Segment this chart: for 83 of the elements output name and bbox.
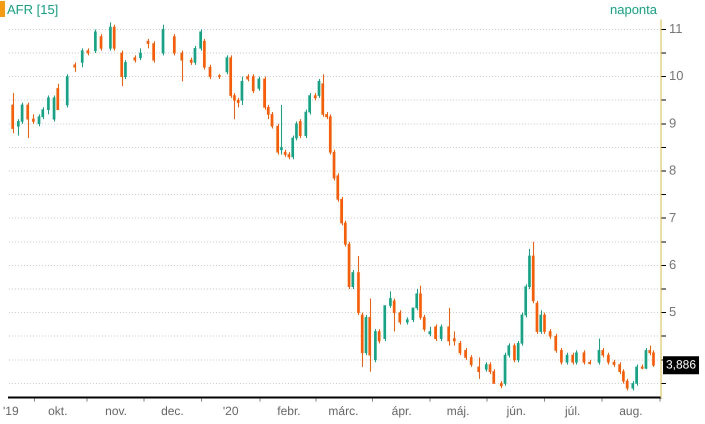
candlestick (554, 333, 558, 354)
candlestick (26, 102, 30, 138)
candlestick (484, 362, 488, 372)
y-tick-label: 5 (669, 304, 676, 320)
candlestick (52, 95, 56, 122)
chart-title: AFR [15] (7, 2, 58, 16)
chart-subtitle: naponta (610, 2, 657, 17)
candlestick (434, 324, 437, 342)
y-tick-label: 9 (669, 115, 676, 130)
candlestick (652, 350, 655, 368)
x-tick-label: aug. (619, 404, 643, 418)
candlestick (571, 352, 574, 366)
candlestick (180, 50, 184, 82)
candlestick (598, 338, 600, 366)
candlestick (252, 74, 255, 94)
candlestick (351, 270, 354, 290)
candlestick (298, 118, 302, 138)
x-tick-label: nov. (105, 404, 127, 418)
candlestick (194, 45, 196, 66)
candlestick (539, 310, 542, 334)
candlestick (601, 348, 604, 358)
x-tick-label: febr. (277, 404, 301, 418)
text: 3,886 (666, 358, 696, 372)
x-tick-label: '19 (3, 404, 19, 418)
candlestick (80, 48, 84, 68)
candlestick (440, 324, 442, 342)
candlestick (513, 342, 516, 363)
candlestick (560, 348, 563, 366)
candlestick (73, 62, 76, 72)
candlestick (566, 352, 568, 366)
candlestick (146, 38, 150, 49)
candlestick (236, 97, 240, 108)
candlestick (477, 356, 480, 380)
candlestick (458, 340, 462, 356)
candlestick (635, 364, 638, 386)
x-tick-label: '20 (222, 404, 239, 418)
y-tick-label: 8 (669, 162, 676, 178)
candlestick (392, 298, 396, 332)
x-tick-label: jún. (506, 404, 526, 418)
candlestick (20, 102, 24, 124)
candlestick (452, 331, 456, 346)
candlestick (447, 307, 450, 346)
candlestick (47, 95, 50, 115)
candlestick (318, 78, 320, 98)
candlestick (543, 312, 546, 334)
x-tick-label: júl. (564, 404, 580, 418)
candlestick (240, 76, 244, 106)
candlestick (94, 28, 97, 54)
candlestick (428, 326, 432, 337)
candlestick (172, 34, 176, 56)
candlestick (38, 114, 40, 127)
candlestick (139, 48, 142, 61)
x-tick-label: dec. (161, 404, 184, 418)
candlestick (378, 328, 380, 344)
candlestick (152, 40, 155, 63)
candlestick (226, 54, 228, 75)
candlestick (607, 352, 610, 366)
y-tick-label: 10 (669, 68, 684, 84)
candlestick (389, 290, 392, 308)
x-tick-label: máj. (446, 404, 470, 418)
candlestick (112, 24, 116, 52)
y-tick-label: 6 (669, 257, 676, 272)
candlestick (208, 64, 212, 80)
y-tick-label: 7 (669, 210, 676, 225)
candlestick (398, 310, 402, 325)
candlestick (258, 76, 260, 92)
candlestick (280, 104, 283, 156)
candlestick (548, 328, 552, 340)
candlestick (644, 348, 648, 370)
candlestick (464, 348, 467, 360)
candlestick (199, 28, 202, 52)
y-tick-label: 11 (669, 21, 682, 36)
candlestick (109, 22, 112, 52)
candlestick (582, 350, 586, 366)
candlestick (100, 34, 102, 52)
x-tick-label: okt. (48, 404, 68, 418)
candlestick (32, 114, 35, 124)
x-tick-label: márc. (328, 404, 358, 418)
candlestick (470, 354, 473, 368)
candlestick (575, 350, 578, 366)
x-tick-label: ápr. (392, 404, 412, 418)
candlestick (124, 60, 127, 80)
candlestick (56, 83, 60, 110)
